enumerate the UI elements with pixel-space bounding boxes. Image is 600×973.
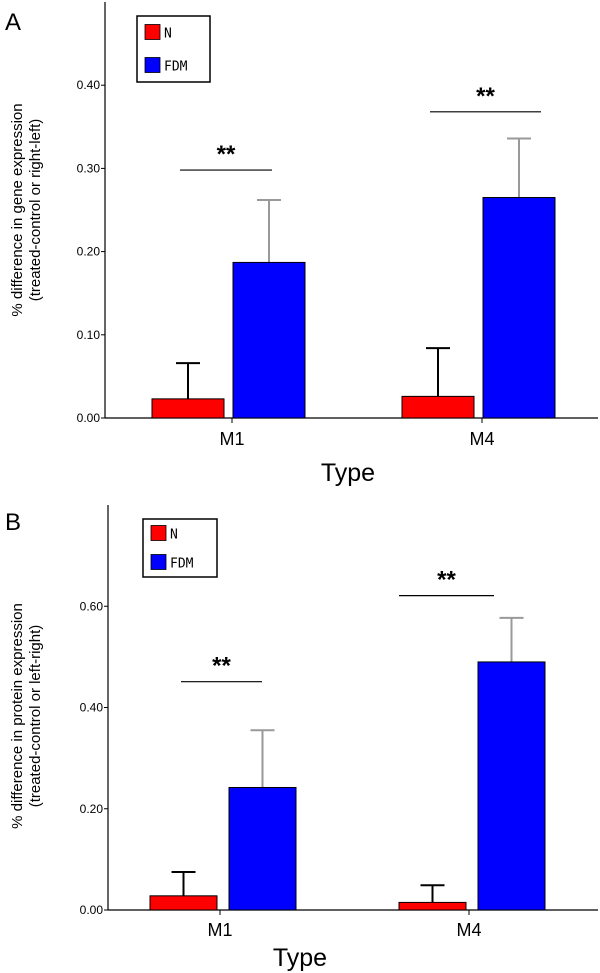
legend-label-n: N: [170, 528, 178, 543]
y-tick-label: 0.40: [80, 701, 104, 715]
bar-n: [398, 901, 467, 911]
panel-letter: B: [5, 509, 21, 536]
panel-b: B % difference in protein expression (trea…: [5, 505, 598, 972]
significance-marker: **: [437, 567, 456, 594]
y-tick-label: 0.30: [77, 161, 101, 175]
x-tick-label: M1: [219, 429, 244, 449]
legend-label-n: N: [164, 27, 172, 42]
x-axis-label: Type: [321, 459, 375, 487]
y-tick-label: 0.40: [77, 78, 101, 92]
y-axis-label: % difference in protein expression: [9, 603, 26, 829]
bar-n: [149, 895, 218, 911]
legend-label-fdm: FDM: [164, 60, 188, 75]
legend-swatch-fdm: [150, 554, 167, 570]
significance-marker: **: [212, 653, 231, 680]
legend-label-fdm: FDM: [170, 557, 194, 572]
x-tick-label: M1: [207, 920, 232, 940]
panel-a: A % difference in gene expression (treated…: [5, 2, 598, 487]
y-axis-label-line2: (treated-control or right-left): [27, 119, 44, 302]
y-tick-label: 0.00: [80, 903, 104, 917]
bar-fdm: [228, 786, 297, 911]
bar-fdm: [482, 197, 556, 419]
x-axis-label: Type: [273, 944, 327, 972]
bar-n: [401, 395, 475, 419]
y-tick-label: 0.20: [77, 245, 101, 259]
y-axis-label-line2: (treated-control or left-right): [27, 625, 44, 808]
bar-fdm: [232, 261, 306, 419]
y-tick-label: 0.60: [80, 599, 104, 613]
y-tick-label: 0.00: [77, 411, 101, 425]
y-tick-label: 0.20: [80, 802, 104, 816]
y-axis-label: % difference in gene expression: [9, 103, 26, 316]
significance-marker: **: [217, 141, 236, 168]
legend-swatch-n: [144, 24, 161, 40]
bar-n: [151, 398, 225, 419]
x-tick-label: M4: [469, 429, 494, 449]
significance-marker: **: [476, 83, 495, 110]
bar-fdm: [477, 661, 546, 911]
legend-swatch-n: [150, 525, 167, 541]
y-tick-label: 0.10: [77, 328, 101, 342]
panel-letter: A: [5, 9, 21, 36]
legend-swatch-fdm: [144, 57, 161, 73]
x-tick-label: M4: [456, 920, 481, 940]
